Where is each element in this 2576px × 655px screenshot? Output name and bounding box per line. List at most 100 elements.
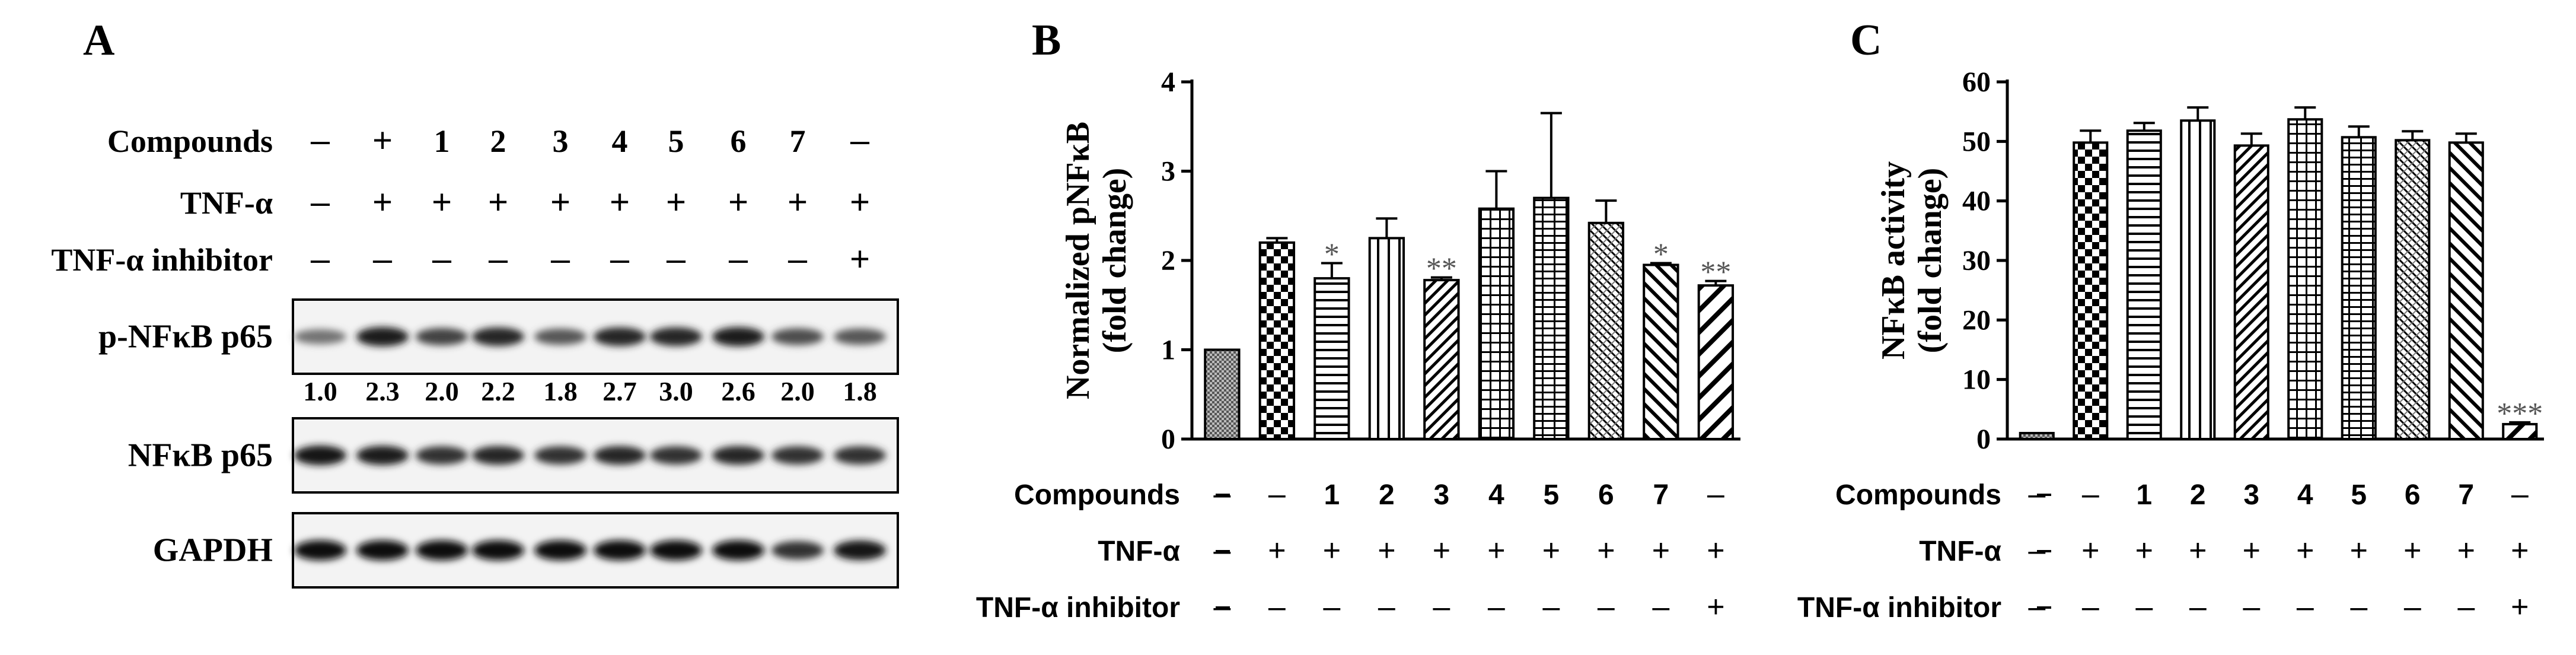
quant-value-5: 2.7 — [602, 376, 637, 406]
blot-label-1: NFκB p65 — [128, 437, 273, 474]
y-axis-title-1: NFκB activity (fold change) — [1875, 161, 1949, 360]
y-tick-label-0-2: 2 — [1161, 245, 1175, 276]
panel-c-letter: C — [1850, 16, 1882, 65]
quant-value-1: 2.3 — [365, 376, 400, 406]
blot-2-band-0 — [294, 540, 346, 561]
cond-0-2-6: – — [1542, 590, 1560, 624]
blot-2-band-1 — [356, 540, 409, 561]
cond-label-0-0: Compounds — [1014, 479, 1180, 511]
cond-1-0-3: 2 — [2190, 479, 2206, 511]
cond-1-1-6: + — [2350, 533, 2368, 568]
a-row-label-0: Compounds — [107, 123, 273, 159]
cond-0-2-7: – — [1598, 590, 1615, 624]
blot-label-2: GAPDH — [153, 532, 273, 569]
cond-0-0-6: 5 — [1544, 479, 1560, 511]
cond-1-0-8: 7 — [2458, 479, 2474, 511]
blot-1: NFκB p65 — [128, 417, 899, 494]
bar-1-5 — [2287, 118, 2323, 440]
quant-value-3: 2.2 — [481, 376, 515, 406]
a-row-0-lane-5: 4 — [612, 123, 628, 159]
y-tick-label-0-3: 3 — [1161, 156, 1175, 187]
a-row-0-lane-4: 3 — [553, 123, 569, 159]
y-tick-label-1-0: 0 — [1976, 424, 1991, 455]
cond-1-1-9: + — [2511, 533, 2529, 568]
blot-0-band-2 — [416, 328, 468, 346]
cond-1-2-3: – — [2189, 590, 2207, 624]
blot-1-band-8 — [771, 446, 824, 465]
blot-0-band-4 — [534, 328, 586, 345]
bar-1-3 — [2180, 119, 2216, 440]
cond-1-0-9: – — [2511, 477, 2529, 511]
a-row-2-lane-6: – — [667, 240, 686, 278]
cond-1-2-8: – — [2457, 590, 2475, 624]
cond-1-0-6: 5 — [2351, 479, 2367, 511]
a-row-label-2: TNF-α inhibitor — [51, 242, 273, 278]
cond-1-0-1: – — [2082, 477, 2099, 511]
cond-1-0-5: 4 — [2297, 479, 2313, 511]
cond-0-1-7: + — [1597, 533, 1615, 568]
bar-0-0 — [1204, 348, 1241, 440]
bar-1-1 — [2073, 141, 2109, 440]
quant-value-9: 1.8 — [843, 376, 877, 406]
bar-0-2 — [1313, 277, 1350, 440]
bar-1-7 — [2395, 139, 2431, 440]
a-row-1-lane-9: + — [850, 183, 870, 221]
cond-0-2-0: – — [1213, 590, 1230, 624]
a-row-2-lane-5: – — [610, 240, 630, 278]
bar-1-2 — [2126, 129, 2162, 441]
blot-1-band-2 — [416, 446, 468, 465]
a-row-2-lane-4: – — [551, 240, 570, 278]
blot-0-band-8 — [771, 328, 824, 345]
a-row-2-lane-8: – — [788, 240, 808, 278]
cond-0-2-5: – — [1488, 590, 1505, 624]
cond-1-2-7: – — [2404, 590, 2421, 624]
y-tick-label-1-2: 20 — [1962, 304, 1991, 336]
cond-0-1-5: + — [1487, 533, 1505, 568]
y-tick-label-0-4: 4 — [1161, 66, 1175, 98]
bar-0-3 — [1368, 237, 1405, 440]
blot-1-band-5 — [594, 446, 646, 465]
quant-value-2: 2.0 — [425, 376, 459, 406]
y-axis-title-line-1-0: NFκB activity — [1875, 161, 1912, 360]
a-row-0-lane-2: 1 — [434, 123, 450, 159]
blot-2: GAPDH — [153, 512, 899, 589]
a-row-1-lane-2: + — [432, 183, 452, 221]
cond-0-0-2: 1 — [1324, 479, 1340, 511]
bar-0-4 — [1423, 279, 1460, 440]
significance-0-4: ** — [1426, 252, 1457, 286]
cond-1-1-4: + — [2243, 533, 2261, 568]
quant-value-8: 2.0 — [780, 376, 815, 406]
y-tick-label-1-4: 40 — [1962, 186, 1991, 217]
y-tick-label-1-1: 10 — [1962, 364, 1991, 396]
blot-0: p-NFκB p65 — [98, 298, 899, 375]
cond-0-2-4: – — [1433, 590, 1450, 624]
blot-1-band-1 — [356, 446, 409, 465]
a-row-0-lane-1: + — [372, 121, 393, 160]
cond-0-0-9: – — [1707, 477, 1724, 511]
y-axis-title-line-1-1: (fold change) — [1912, 168, 1949, 354]
cond-0-1-3: + — [1378, 533, 1395, 568]
bar-1-0 — [2019, 431, 2055, 441]
panel-a-western-blot: A Compounds – +1 2 3 4 5 6 7 –TNF-α – + + + + + + + + +TNF-… — [51, 16, 899, 589]
cond-label-1-2: TNF-α inhibitor — [1797, 592, 2001, 624]
cond-0-2-3: – — [1378, 590, 1395, 624]
cond-0-1-4: + — [1433, 533, 1450, 568]
cond-1-2-4: – — [2243, 590, 2260, 624]
cond-1-0-2: 1 — [2136, 479, 2152, 511]
blot-0-band-0 — [294, 329, 346, 345]
quant-value-6: 3.0 — [659, 376, 693, 406]
a-row-0-lane-0: – — [311, 121, 330, 160]
a-row-2-lane-7: – — [729, 240, 748, 278]
blot-1-band-9 — [834, 446, 886, 465]
y-axis-title-line-0-0: Normalized pNFκB — [1060, 122, 1096, 399]
bar-0-8 — [1643, 263, 1679, 440]
a-row-0-lane-7: 6 — [731, 123, 747, 159]
cond-1-1-1: + — [2081, 533, 2099, 568]
cond-0-0-7: 6 — [1598, 479, 1614, 511]
cond-1-1-0: – — [2028, 533, 2045, 568]
bar-0-5 — [1478, 207, 1515, 440]
a-row-2-lane-9: + — [850, 240, 870, 278]
cond-0-0-1: – — [1268, 477, 1286, 511]
blot-2-band-2 — [416, 540, 468, 561]
